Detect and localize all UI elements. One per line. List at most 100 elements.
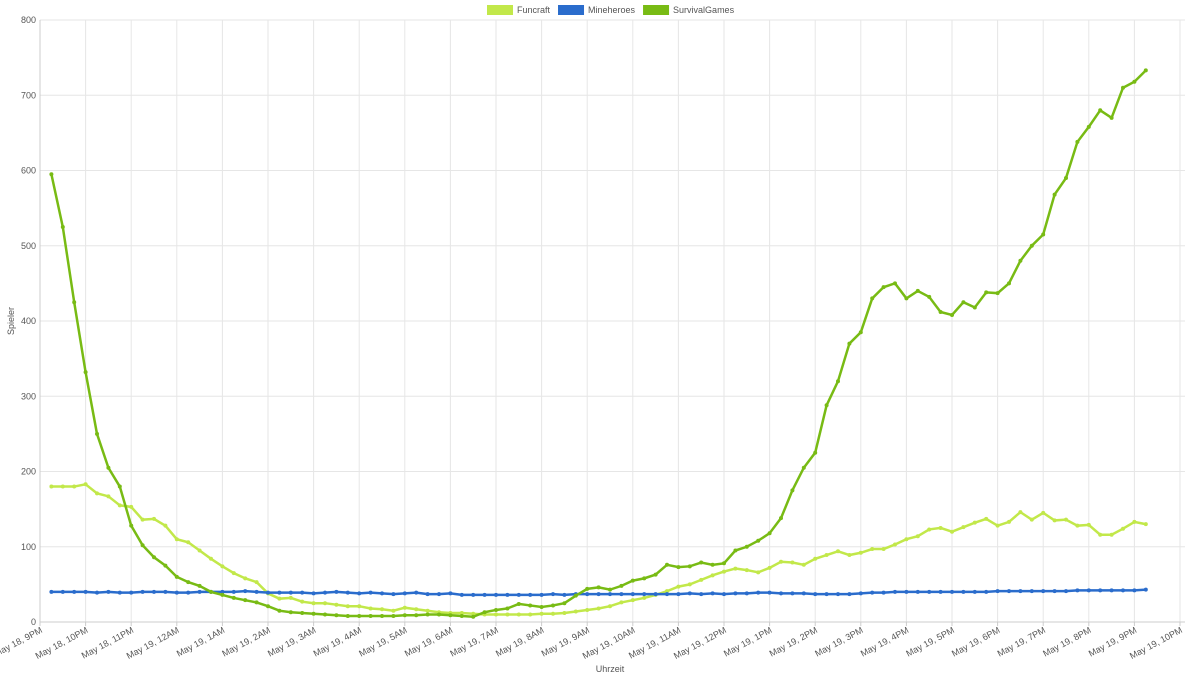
data-point — [60, 224, 65, 229]
data-point — [448, 613, 453, 618]
data-point — [129, 523, 134, 528]
data-point — [220, 592, 225, 597]
data-point — [824, 592, 829, 597]
data-point — [893, 589, 897, 594]
data-point — [881, 590, 886, 595]
data-point — [152, 516, 156, 521]
data-point — [630, 578, 635, 583]
data-point — [676, 584, 681, 589]
data-point — [95, 590, 99, 595]
data-point — [494, 607, 498, 612]
data-point — [995, 291, 1000, 296]
data-point — [767, 565, 772, 570]
data-point — [676, 565, 681, 570]
data-point — [938, 309, 943, 314]
y-axis-label: Spieler — [6, 307, 16, 335]
data-point — [231, 595, 236, 600]
data-point — [1007, 281, 1011, 286]
data-point — [1109, 115, 1114, 120]
data-point — [402, 591, 407, 596]
data-point — [95, 431, 99, 436]
data-point — [756, 538, 761, 543]
data-point — [1052, 192, 1057, 197]
data-point — [49, 484, 54, 489]
x-tick-label: May 19, 2PM — [768, 625, 820, 659]
data-point — [710, 591, 715, 596]
data-point — [209, 556, 213, 561]
legend: Funcraft Mineheroes SurvivalGames — [487, 5, 735, 15]
data-point — [471, 592, 476, 597]
data-point — [528, 592, 533, 597]
x-tick-label: May 19, 1PM — [722, 625, 774, 659]
data-point — [1029, 589, 1034, 594]
data-point — [231, 589, 236, 594]
data-point — [494, 612, 498, 617]
data-point — [790, 591, 795, 596]
data-point — [391, 613, 396, 618]
x-tick-label: May 19, 7PM — [996, 625, 1048, 659]
data-point — [836, 549, 840, 554]
data-point — [699, 577, 704, 582]
data-point — [744, 544, 749, 549]
data-point — [83, 370, 88, 375]
data-point — [858, 550, 863, 555]
data-point — [1143, 522, 1148, 527]
data-point — [437, 592, 441, 597]
data-point — [106, 589, 111, 594]
data-point — [505, 606, 510, 611]
data-point — [129, 504, 134, 509]
data-point — [129, 590, 134, 595]
data-point — [653, 572, 658, 577]
data-point — [277, 596, 282, 601]
data-point — [950, 312, 954, 317]
data-point — [870, 590, 875, 595]
y-tick-label: 200 — [21, 467, 36, 477]
data-point — [1064, 176, 1068, 181]
data-point — [516, 612, 521, 617]
data-point — [83, 589, 88, 594]
data-point — [756, 570, 761, 575]
data-point — [72, 300, 77, 305]
data-point — [254, 589, 259, 594]
data-point — [1109, 588, 1114, 593]
data-point — [220, 564, 225, 569]
data-point — [163, 523, 168, 528]
data-point — [950, 589, 954, 594]
legend-swatch — [643, 5, 670, 15]
data-point — [551, 603, 555, 608]
x-tick-label: May 19, 4PM — [859, 625, 911, 659]
data-point — [391, 592, 396, 597]
data-point — [927, 527, 932, 532]
data-point — [813, 592, 818, 597]
data-point — [334, 602, 339, 607]
data-point — [665, 592, 669, 597]
data-point — [459, 592, 464, 597]
data-point — [345, 613, 350, 618]
data-point — [870, 296, 875, 301]
data-point — [585, 592, 590, 597]
data-point — [1007, 589, 1011, 594]
data-point — [117, 590, 122, 595]
data-point — [847, 592, 852, 597]
data-point — [1041, 232, 1046, 237]
data-point — [368, 613, 373, 618]
y-tick-label: 300 — [21, 391, 36, 401]
data-point — [676, 592, 681, 597]
data-point — [459, 613, 464, 618]
data-point — [516, 592, 521, 597]
data-point — [551, 592, 555, 597]
data-point — [482, 592, 487, 597]
data-point — [1007, 519, 1011, 524]
data-point — [813, 556, 818, 561]
data-point — [927, 589, 932, 594]
data-point — [1018, 258, 1023, 263]
data-point — [744, 568, 749, 573]
x-tick-label: May 19, 5PM — [904, 625, 956, 659]
data-point — [790, 560, 795, 565]
data-point — [596, 585, 601, 590]
data-point — [505, 592, 510, 597]
data-point — [1064, 517, 1068, 522]
data-point — [904, 589, 909, 594]
data-point — [186, 590, 191, 595]
data-point — [585, 607, 590, 612]
